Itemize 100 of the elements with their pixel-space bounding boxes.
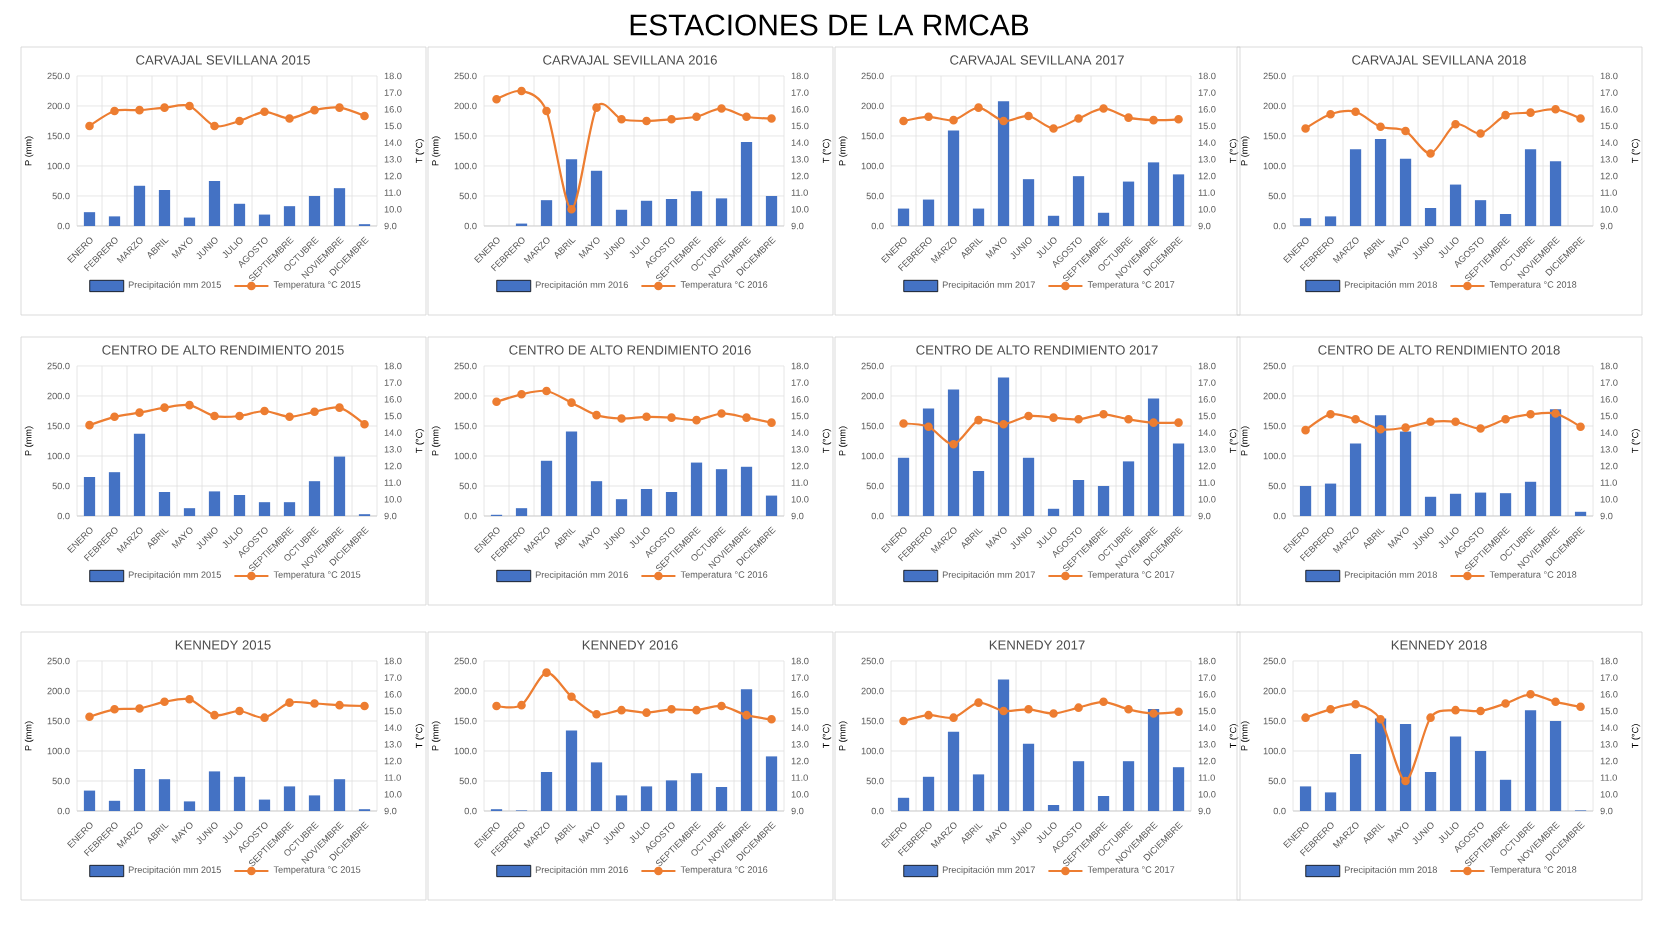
y2-tick-label: 16.0 xyxy=(1600,691,1618,698)
point xyxy=(717,701,726,711)
bar xyxy=(922,199,935,226)
y2-tick-label: 10.0 xyxy=(791,791,809,798)
y2-axis-title: T (°C) xyxy=(822,724,832,749)
point xyxy=(974,415,983,425)
point xyxy=(1551,105,1560,114)
y2-tick-label: 17.0 xyxy=(1198,89,1216,96)
y2-tick-label: 12.0 xyxy=(384,172,402,180)
point xyxy=(85,712,94,722)
y2-tick-label: 14.0 xyxy=(1600,139,1618,146)
point xyxy=(210,710,219,720)
bar xyxy=(1147,162,1160,226)
y2-tick-label: 12.0 xyxy=(1600,172,1618,180)
y2-tick-label: 13.0 xyxy=(1600,446,1618,453)
y2-tick-label: 17.0 xyxy=(384,379,402,386)
y2-tick-label: 14.0 xyxy=(1198,724,1216,731)
point xyxy=(1351,415,1360,424)
y-tick-label: 250.0 xyxy=(454,657,477,665)
point xyxy=(999,706,1008,716)
y2-axis-title: T (°C) xyxy=(1229,139,1239,164)
legend-label: Temperatura °C 2018 xyxy=(1489,571,1577,580)
y2-tick-label: 14.0 xyxy=(384,724,402,731)
y-tick-label: 50.0 xyxy=(1268,482,1286,490)
point xyxy=(1426,417,1435,427)
y-tick-label: 200.0 xyxy=(47,687,70,695)
point xyxy=(1049,413,1058,422)
y2-tick-label: 16.0 xyxy=(1198,106,1216,113)
bar xyxy=(922,776,935,811)
bar xyxy=(1574,511,1587,516)
point xyxy=(1124,113,1133,122)
bar xyxy=(1324,792,1337,811)
bar xyxy=(715,786,728,811)
point xyxy=(1576,422,1585,432)
y2-tick-label: 15.0 xyxy=(384,122,402,130)
bar xyxy=(283,502,296,516)
y2-tick-label: 12.0 xyxy=(791,172,809,180)
legend-label: Precipitación mm 2016 xyxy=(535,571,628,580)
bar xyxy=(640,200,653,226)
bar xyxy=(208,491,221,516)
point xyxy=(592,710,601,719)
bar xyxy=(158,491,171,516)
bar xyxy=(1524,481,1537,516)
y2-tick-label: 9.0 xyxy=(1600,222,1613,230)
bar xyxy=(997,377,1010,516)
y2-tick-label: 11.0 xyxy=(1600,479,1617,486)
bar xyxy=(1022,743,1035,811)
y2-tick-label: 11.0 xyxy=(791,189,808,196)
y2-tick-label: 10.0 xyxy=(791,206,809,213)
y2-tick-label: 12.0 xyxy=(1600,757,1618,765)
point xyxy=(185,101,194,111)
bar xyxy=(715,198,728,226)
point xyxy=(1451,705,1460,715)
y2-tick-label: 15.0 xyxy=(1198,412,1216,420)
point xyxy=(85,420,94,430)
point xyxy=(1301,425,1310,435)
y2-tick-label: 17.0 xyxy=(1600,379,1618,386)
bar xyxy=(947,731,960,811)
y-tick-label: 150.0 xyxy=(861,132,884,140)
bar xyxy=(615,499,628,516)
point xyxy=(974,103,983,112)
point xyxy=(1551,409,1560,418)
y2-tick-label: 18.0 xyxy=(791,362,809,370)
chart-title: CENTRO DE ALTO RENDIMIENTO 2018 xyxy=(1318,345,1560,355)
y2-tick-label: 9.0 xyxy=(384,807,397,815)
point xyxy=(1074,114,1083,123)
y2-tick-label: 16.0 xyxy=(791,396,809,403)
point xyxy=(742,710,751,720)
y2-tick-label: 15.0 xyxy=(1198,707,1216,715)
y-tick-label: 100.0 xyxy=(47,162,70,170)
bar xyxy=(1449,184,1462,226)
y-tick-label: 50.0 xyxy=(866,482,884,490)
y2-tick-label: 13.0 xyxy=(1600,156,1618,163)
point xyxy=(974,698,983,707)
y2-tick-label: 18.0 xyxy=(1600,657,1618,665)
bar xyxy=(1399,723,1412,811)
y2-axis-title: T (°C) xyxy=(1631,724,1641,749)
point xyxy=(1024,705,1033,714)
y2-axis-title: T (°C) xyxy=(415,139,425,164)
bar xyxy=(1474,200,1487,226)
point xyxy=(1501,110,1510,120)
legend-label: Precipitación mm 2016 xyxy=(535,281,628,290)
y-tick-label: 150.0 xyxy=(861,717,884,725)
point xyxy=(899,716,908,726)
bar xyxy=(83,476,96,516)
y-tick-label: 50.0 xyxy=(52,482,70,490)
y-axis-title: P (mm) xyxy=(1240,426,1250,456)
point xyxy=(542,106,551,116)
y-tick-label: 50.0 xyxy=(52,192,70,200)
bar xyxy=(1097,795,1110,811)
chart-title: CARVAJAL SEVILLANA 2017 xyxy=(950,55,1124,65)
y2-tick-label: 9.0 xyxy=(791,512,804,520)
point xyxy=(1024,111,1033,121)
bar xyxy=(1299,786,1312,811)
y2-tick-label: 11.0 xyxy=(791,774,808,781)
point xyxy=(160,697,169,707)
point xyxy=(999,420,1008,429)
legend-label: Precipitación mm 2017 xyxy=(942,866,1035,875)
y-tick-label: 100.0 xyxy=(454,162,477,170)
y2-tick-label: 18.0 xyxy=(791,657,809,665)
